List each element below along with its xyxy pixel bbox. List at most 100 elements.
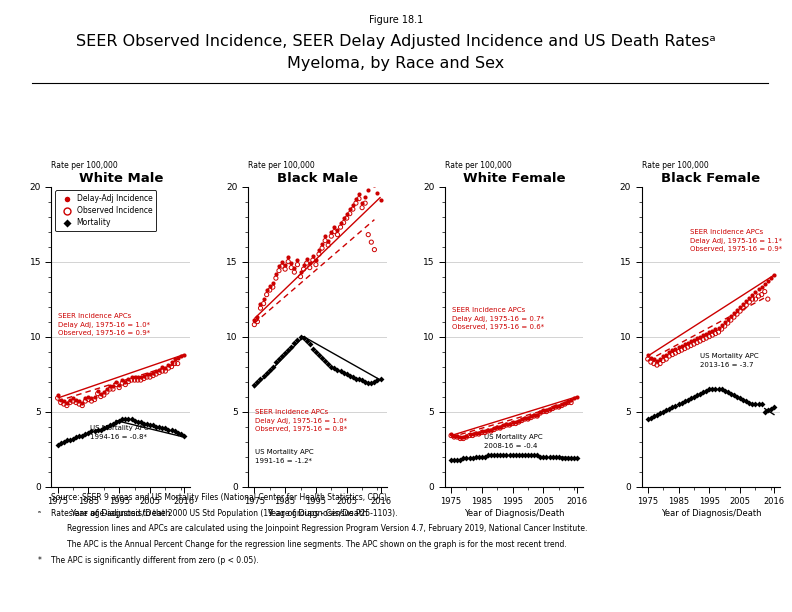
Point (334, 222, 347, 232)
Point (285, 342, 298, 352)
Point (733, 393, 746, 403)
Point (168, 359, 181, 368)
Point (104, 384, 116, 394)
Point (91, 386, 104, 395)
Text: Figure 18.1: Figure 18.1 (369, 15, 423, 25)
Point (303, 258, 316, 268)
Point (294, 267, 307, 277)
Text: US Mortality APC
1991-16 = -1.2*: US Mortality APC 1991-16 = -1.2* (255, 449, 314, 464)
Point (82, 428, 95, 438)
Point (257, 371, 270, 381)
Title: White Female: White Female (463, 173, 565, 185)
Point (128, 416, 141, 425)
Point (303, 263, 316, 272)
Point (119, 376, 131, 387)
Point (264, 365, 276, 375)
Point (147, 371, 159, 381)
Point (752, 399, 765, 409)
Point (687, 339, 700, 349)
Point (697, 387, 710, 397)
Point (113, 382, 126, 392)
Point (162, 360, 175, 370)
Point (715, 384, 728, 394)
Point (325, 362, 337, 371)
Point (282, 252, 295, 262)
Point (319, 231, 332, 241)
Point (63, 435, 76, 445)
Point (116, 375, 128, 385)
Point (313, 349, 326, 359)
Point (500, 420, 512, 430)
Point (119, 414, 131, 424)
Point (558, 453, 571, 463)
Point (291, 335, 304, 345)
Point (138, 374, 150, 384)
Point (497, 422, 510, 431)
Point (642, 349, 654, 359)
Point (519, 412, 531, 422)
Point (128, 375, 141, 385)
Point (131, 375, 144, 385)
Point (676, 341, 688, 351)
Text: Rate per 100,000: Rate per 100,000 (51, 161, 118, 170)
Point (463, 429, 476, 439)
Point (756, 399, 768, 409)
Point (310, 346, 322, 356)
Point (722, 318, 734, 328)
Point (331, 225, 344, 235)
Point (737, 303, 749, 313)
Point (509, 450, 522, 460)
Point (645, 357, 657, 367)
Point (457, 453, 470, 463)
Point (55, 395, 67, 405)
Point (131, 417, 144, 427)
Point (349, 198, 362, 208)
Point (756, 289, 768, 299)
Point (135, 375, 147, 385)
Point (365, 378, 378, 388)
Point (316, 353, 329, 362)
Point (55, 438, 67, 448)
Text: Rate per 100,000: Rate per 100,000 (445, 161, 512, 170)
Point (337, 213, 350, 223)
Point (337, 218, 350, 228)
Point (168, 426, 181, 436)
Point (276, 261, 288, 271)
Point (362, 378, 375, 388)
Point (334, 366, 347, 376)
Point (251, 312, 264, 322)
Point (319, 236, 332, 245)
Point (651, 356, 664, 365)
Point (546, 402, 559, 412)
Point (759, 286, 771, 297)
Point (506, 417, 519, 427)
Point (107, 381, 120, 391)
Point (728, 308, 741, 318)
Text: SEER Incidence APCs
Delay Adj, 1975-16 = 1.0*
Observed, 1975-16 = 0.8*: SEER Incidence APCs Delay Adj, 1975-16 =… (255, 409, 347, 432)
Point (60, 401, 73, 411)
Point (660, 354, 672, 364)
Point (737, 395, 749, 405)
Point (82, 392, 95, 401)
Point (558, 398, 571, 408)
Point (454, 455, 466, 465)
Point (113, 379, 126, 389)
Point (482, 426, 494, 436)
Point (248, 319, 261, 329)
Point (272, 261, 285, 271)
Point (712, 323, 725, 332)
Point (756, 282, 768, 292)
Text: Rate per 100,000: Rate per 100,000 (248, 161, 315, 170)
Point (706, 384, 718, 394)
Point (722, 314, 734, 324)
Point (60, 435, 73, 445)
Point (645, 353, 657, 362)
Point (279, 259, 291, 269)
Point (749, 286, 762, 297)
Point (297, 333, 310, 343)
Point (70, 398, 82, 408)
Point (264, 285, 276, 295)
Point (553, 401, 565, 411)
Point (341, 213, 353, 223)
Point (261, 368, 273, 378)
